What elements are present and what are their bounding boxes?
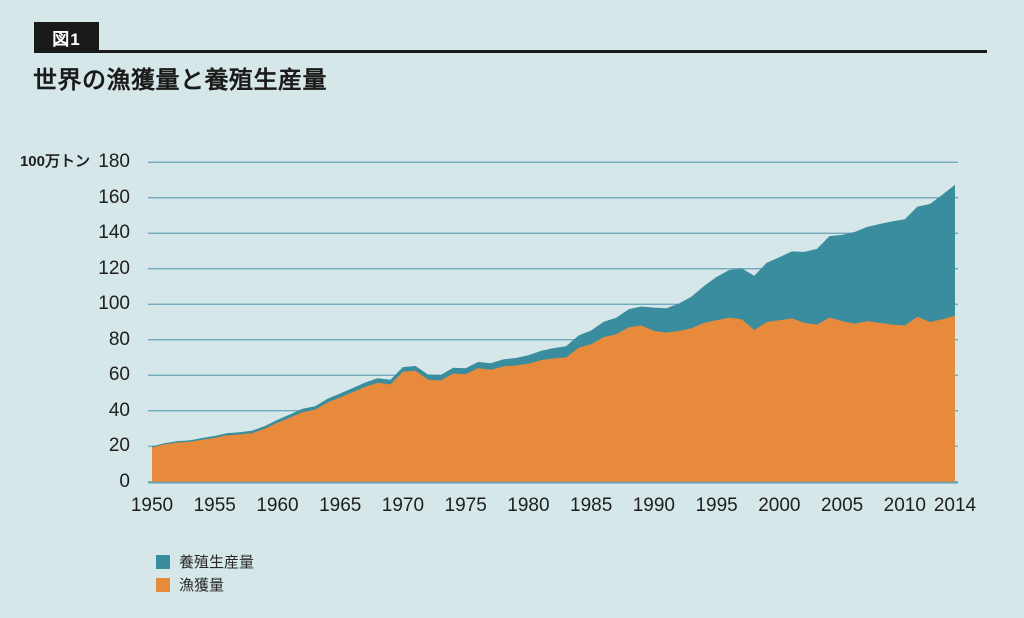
catch-area — [152, 315, 955, 482]
legend-item-catch: 漁獲量 — [156, 575, 254, 594]
figure-number-badge: 図1 — [34, 22, 99, 53]
figure-number-label: 図1 — [52, 30, 81, 49]
x-tick-label: 2014 — [933, 495, 977, 516]
x-tick-label: 1970 — [381, 495, 425, 516]
x-tick-label: 1990 — [632, 495, 676, 516]
x-tick-label: 1960 — [256, 495, 299, 516]
y-tick-label: 160 — [98, 186, 130, 208]
y-tick-label: 20 — [108, 435, 130, 457]
x-tick-label: 1950 — [130, 495, 174, 516]
x-tick-label: 1975 — [444, 495, 487, 516]
legend-swatch-aquaculture-icon — [156, 554, 170, 569]
y-axis-unit-label: 100万トン — [19, 153, 90, 171]
x-tick-label: 1955 — [193, 495, 236, 516]
y-tick-label: 100 — [98, 293, 130, 315]
y-tick-label: 140 — [98, 222, 130, 244]
x-tick-label: 2010 — [883, 495, 926, 516]
y-tick-label: 180 — [98, 151, 130, 173]
x-tick-label: 1980 — [507, 495, 550, 516]
x-tick-label: 2000 — [758, 495, 801, 516]
y-tick-label: 120 — [98, 257, 130, 279]
figure-title: 世界の漁獲量と養殖生産量 — [33, 67, 327, 94]
y-tick-label: 40 — [108, 399, 130, 421]
x-tick-label: 1985 — [570, 495, 613, 516]
y-tick-label: 60 — [108, 364, 130, 386]
x-tick-label: 1965 — [319, 495, 362, 516]
legend-label-catch: 漁獲量 — [179, 577, 225, 594]
x-tick-label: 2005 — [820, 495, 864, 516]
header-rule — [34, 50, 987, 53]
legend-swatch-catch-icon — [156, 577, 170, 592]
chart-legend: 養殖生産量 漁獲量 — [156, 552, 254, 594]
legend-item-aquaculture: 養殖生産量 — [156, 552, 254, 571]
x-tick-label: 1995 — [695, 495, 738, 516]
y-tick-label: 80 — [108, 328, 130, 350]
legend-label-aquaculture: 養殖生産量 — [179, 554, 255, 571]
y-tick-label: 0 — [119, 470, 130, 492]
